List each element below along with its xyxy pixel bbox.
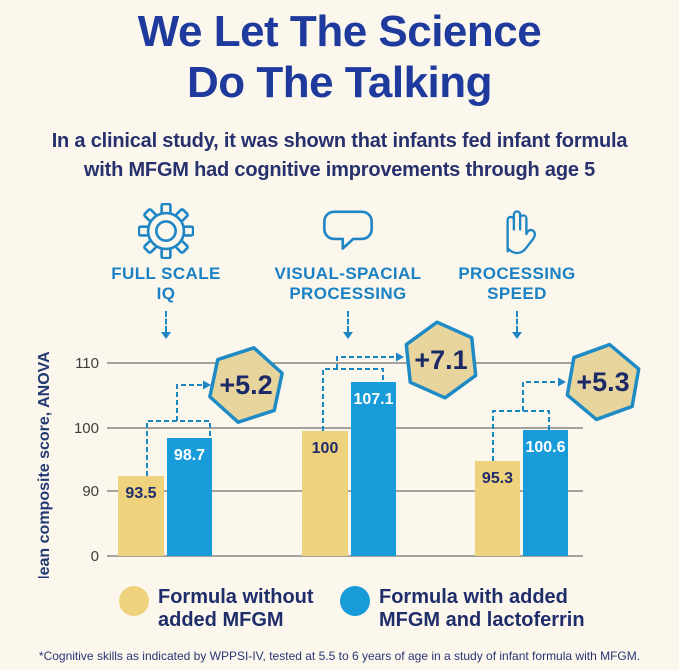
category-label-line1: FULL SCALE [111,264,221,283]
bar-without-mfgm-iq [118,476,164,556]
ytick-0: 0 [91,548,99,565]
page-title-line2: Do The Talking [186,58,493,107]
category-label-processing-speed: PROCESSING SPEED [458,264,575,304]
legend-label-line1: Formula without [158,586,314,608]
badge-hexagon-speed [565,342,641,422]
legend-label-without-mfgm: Formula without added MFGM [158,586,314,632]
bracket-speed [492,410,550,461]
value-100-6: 100.6 [525,439,565,456]
category-processing-speed: PROCESSING SPEED [422,201,612,339]
value-107-1: 107.1 [353,391,393,408]
badge-value-speed: +5.3 [576,367,629,397]
category-visual-spacial-processing: VISUAL-SPACIAL PROCESSING [253,201,443,339]
category-full-scale-iq: FULL SCALE IQ [71,201,261,339]
legend-swatch-blue [340,586,370,616]
bar-chart: 110 100 90 0 Mean composite score, ANOVA… [36,320,641,578]
footnote: *Cognitive skills as indicated by WPPSI-… [38,649,641,663]
badge-hexagon-iq [208,346,284,424]
arrowhead-iq [203,380,211,390]
arrow-line-speed [522,381,557,411]
category-label-visual-spacial: VISUAL-SPACIAL PROCESSING [275,264,422,304]
arrow-line-iq [176,384,202,421]
y-axis-ticks: 110 100 90 0 [74,355,99,565]
bar-value-labels: 93.5 98.7 100 107.1 95.3 100.6 [125,391,565,502]
bars [118,382,568,556]
bar-with-mfgm-visual [351,382,396,556]
difference-badges: +5.2 +7.1 +5.3 [208,320,641,424]
legend-label-line2: MFGM and lactoferrin [379,609,585,631]
ytick-100: 100 [74,420,99,437]
hand-icon [492,201,542,261]
dashed-down-arrow [343,311,353,339]
gear-icon [138,201,194,261]
subtitle-line1: In a clinical study, it was shown that i… [51,130,628,152]
bar-without-mfgm-visual [302,431,348,556]
legend-swatch-yellow [119,586,149,616]
arrowhead-speed [558,377,566,387]
page-title-line1: We Let The Science [137,7,542,56]
page-title: We Let The Science Do The Talking [0,6,679,108]
legend-label-line2: added MFGM [158,609,284,631]
legend-label-with-mfgm: Formula with added MFGM and lactoferrin [379,586,585,632]
connector-arrowheads [203,352,566,390]
arrowhead-visual [396,352,404,362]
bar-with-mfgm-iq [167,438,212,556]
dashed-down-arrow [161,311,171,339]
y-axis-label: Mean composite score, ANOVA [36,351,53,578]
badge-value-iq: +5.2 [219,370,272,400]
category-label-line2: PROCESSING [289,284,407,303]
ytick-90: 90 [82,483,99,500]
badge-value-visual: +7.1 [414,345,467,375]
value-95-3: 95.3 [482,470,513,487]
legend-item-without-mfgm: Formula without added MFGM [119,586,314,632]
category-label-line2: SPEED [487,284,547,303]
category-label-line2: IQ [156,284,176,303]
bar-without-mfgm-speed [475,461,520,556]
subtitle-line2: with MFGM had cognitive improvements thr… [83,159,596,181]
legend-item-with-mfgm: Formula with added MFGM and lactoferrin [340,586,585,632]
bracket-visual [322,368,384,431]
bar-with-mfgm-speed [523,430,568,556]
arrow-line-visual [336,356,395,369]
category-label-full-scale-iq: FULL SCALE IQ [111,264,220,304]
legend-label-line1: Formula with added [379,586,568,608]
difference-connectors [146,356,557,476]
dashed-down-arrow [512,311,522,339]
category-label-line1: VISUAL-SPACIAL [274,264,422,283]
ytick-110: 110 [75,355,99,372]
category-label-line1: PROCESSING [458,264,576,283]
speech-bubble-icon [320,201,376,261]
bracket-iq [146,420,211,476]
value-100: 100 [312,440,339,457]
subtitle: In a clinical study, it was shown that i… [0,127,679,185]
value-93-5: 93.5 [125,485,156,502]
badge-hexagon-visual [404,320,478,400]
value-98-7: 98.7 [174,447,205,464]
